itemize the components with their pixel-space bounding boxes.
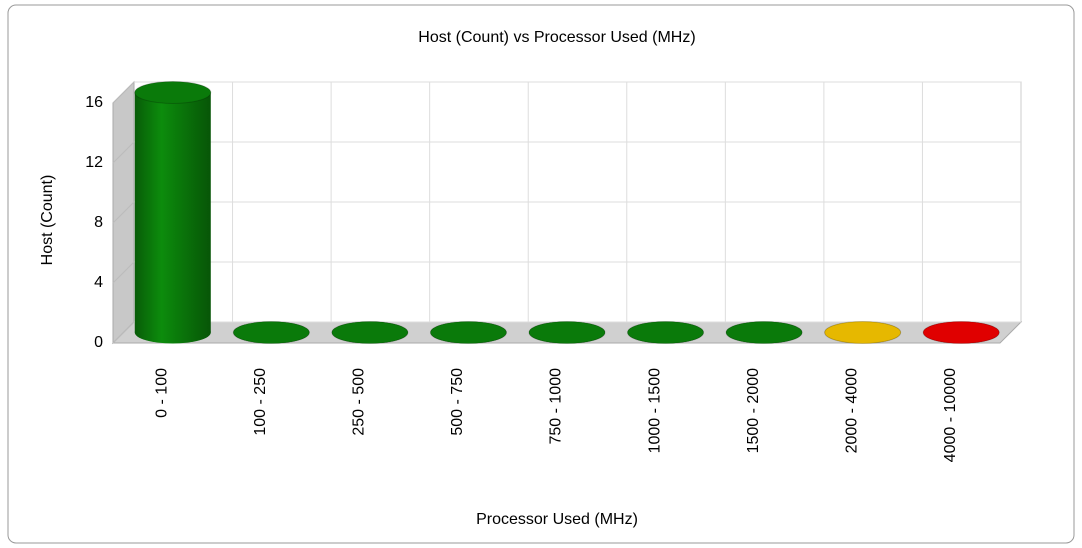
bar <box>134 92 211 333</box>
bar-top <box>331 321 409 344</box>
grid-line <box>112 321 135 344</box>
x-tick-label: 2000 - 4000 <box>843 368 860 454</box>
bar-top <box>429 321 507 344</box>
x-tick-label: 250 - 500 <box>351 368 368 436</box>
grid-line <box>112 81 135 104</box>
x-tick-label: 1500 - 2000 <box>745 368 762 454</box>
x-axis-label: Processor Used (MHz) <box>476 511 638 528</box>
grid-line <box>112 201 135 224</box>
y-tick-label: 0 <box>94 334 103 351</box>
bar-top <box>824 321 902 344</box>
y-tick-label: 16 <box>85 94 103 111</box>
x-tick-label: 4000 - 10000 <box>942 368 959 462</box>
x-tick-label: 100 - 250 <box>252 368 269 436</box>
x-tick-label: 0 - 100 <box>153 368 170 418</box>
bar-top <box>922 321 1000 344</box>
x-tick-label: 1000 - 1500 <box>646 368 663 454</box>
bar-top <box>232 321 310 344</box>
bar-top <box>627 321 705 344</box>
bar-top <box>528 321 606 344</box>
grid-line <box>112 141 135 164</box>
bar-top <box>134 81 212 104</box>
x-tick-label: 750 - 1000 <box>548 368 565 445</box>
y-axis-label: Host (Count) <box>39 175 56 266</box>
x-tick-label: 500 - 750 <box>449 368 466 436</box>
chart-title: Host (Count) vs Processor Used (MHz) <box>418 29 695 46</box>
y-tick-label: 8 <box>94 214 103 231</box>
y-tick-label: 12 <box>85 154 103 171</box>
grid-line <box>112 261 135 284</box>
bar-base <box>134 321 211 344</box>
y-tick-label: 4 <box>94 274 103 291</box>
bar-top <box>725 321 803 344</box>
